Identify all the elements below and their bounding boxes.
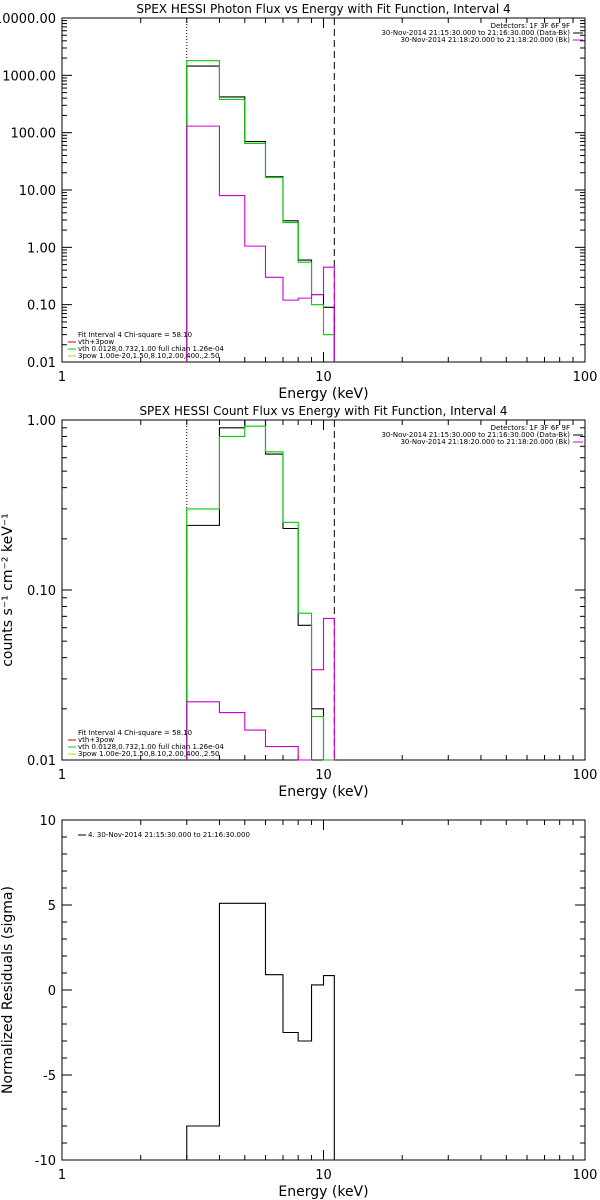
x-tick-label: 10 bbox=[315, 370, 332, 385]
y-tick-label: 1.00 bbox=[27, 241, 56, 256]
chart-title: SPEX HESSI Photon Flux vs Energy with Fi… bbox=[136, 2, 510, 16]
y-tick-label: 10 bbox=[39, 814, 56, 829]
x-tick-label: 10 bbox=[315, 768, 332, 783]
series-step-line-3 bbox=[186, 617, 335, 761]
y-tick-label: 10000.00 bbox=[0, 12, 56, 27]
series-step-line-1 bbox=[186, 419, 335, 761]
y-tick-label: -10 bbox=[35, 1154, 56, 1169]
series-step-line-2 bbox=[186, 425, 335, 761]
series-step-line-1 bbox=[186, 902, 335, 1160]
x-axis-label: Energy (keV) bbox=[278, 386, 368, 402]
series-step-line-1 bbox=[186, 65, 335, 362]
y-tick-label: 5 bbox=[48, 899, 56, 914]
legend-bottom-left-text: Fit Interval 4 Chi-square = 58.10 bbox=[78, 331, 192, 339]
y-tick-label: 1000.00 bbox=[2, 69, 56, 84]
series-step-line-3 bbox=[186, 125, 335, 362]
y-axis-label: counts s⁻¹ cm⁻² keV⁻¹ bbox=[0, 513, 16, 667]
chart-panel-3: 1 10 100 Energy (keV) -10 -5 0 5 10 Normalized Re… bbox=[0, 814, 597, 1200]
y-tick-label: 0.10 bbox=[27, 299, 56, 314]
legend-top-right-text: 30-Nov-2014 21:18:20.000 to 21:18:20.000… bbox=[400, 36, 570, 44]
chart-panel-1: SPEX HESSI Photon Flux vs Energy with Fi… bbox=[0, 2, 597, 402]
x-axis-label: Energy (keV) bbox=[278, 1184, 368, 1200]
legend-bottom-left-text: vth 0.0128,0.732,1.00 full chian 1.26e-0… bbox=[78, 345, 224, 353]
legend-bottom-left-text: vth 0.0128,0.732,1.00 full chian 1.26e-0… bbox=[78, 743, 224, 751]
x-tick-label: 1 bbox=[58, 370, 66, 385]
legend-top-right-text: 30-Nov-2014 21:18:20.000 to 21:18:20.000… bbox=[400, 438, 570, 446]
y-tick-label: 0.01 bbox=[27, 754, 56, 769]
legend-bottom-left-text: vth+3pow bbox=[78, 338, 114, 346]
chart-title: SPEX HESSI Count Flux vs Energy with Fit… bbox=[139, 404, 507, 418]
legend-top-right-text: 30-Nov-2014 21:15:30.000 to 21:16:30.000… bbox=[381, 431, 570, 439]
series-step-line-2 bbox=[186, 60, 335, 362]
y-axis-label: Normalized Residuals (sigma) bbox=[0, 886, 16, 1094]
y-tick-label: 0 bbox=[48, 984, 56, 999]
x-tick-label: 100 bbox=[573, 370, 598, 385]
x-tick-label: 1 bbox=[58, 1168, 66, 1183]
legend-bottom-left-text: 3pow 1.00e-20,1.50,8.10,2.00,400.,2.50 bbox=[78, 352, 220, 360]
legend-top-right-text: Detectors: 1F 3F 6F 9F bbox=[491, 22, 570, 30]
legend-top-left-text: 4. 30-Nov-2014 21:15:30.000 to 21:16:30.… bbox=[88, 831, 250, 839]
y-tick-label: -5 bbox=[43, 1069, 56, 1084]
y-tick-label: 1.00 bbox=[27, 414, 56, 429]
y-tick-label: 10.00 bbox=[19, 184, 56, 199]
y-tick-label: 0.10 bbox=[27, 584, 56, 599]
chart-panel-2: SPEX HESSI Count Flux vs Energy with Fit… bbox=[0, 404, 597, 800]
y-tick-label: 0.01 bbox=[27, 356, 56, 371]
x-axis-label: Energy (keV) bbox=[278, 784, 368, 800]
legend-bottom-left-text: 3pow 1.00e-20,1.50,8.10,2.00,400.,2.50 bbox=[78, 750, 220, 758]
x-tick-label: 100 bbox=[573, 768, 598, 783]
legend-top-right-text: Detectors: 1F 3F 6F 9F bbox=[491, 424, 570, 432]
y-tick-label: 100.00 bbox=[11, 127, 57, 142]
x-tick-label: 10 bbox=[315, 1168, 332, 1183]
x-tick-label: 100 bbox=[573, 1168, 598, 1183]
legend-top-right-text: 30-Nov-2014 21:15:30.000 to 21:16:30.000… bbox=[381, 29, 570, 37]
legend-bottom-left-text: Fit Interval 4 Chi-square = 58.10 bbox=[78, 729, 192, 737]
plot-frame bbox=[61, 819, 586, 1161]
legend-bottom-left-text: vth+3pow bbox=[78, 736, 114, 744]
x-tick-label: 1 bbox=[58, 768, 66, 783]
